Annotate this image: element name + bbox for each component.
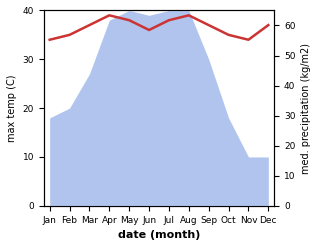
Y-axis label: med. precipitation (kg/m2): med. precipitation (kg/m2) — [301, 43, 311, 174]
Y-axis label: max temp (C): max temp (C) — [7, 74, 17, 142]
X-axis label: date (month): date (month) — [118, 230, 200, 240]
